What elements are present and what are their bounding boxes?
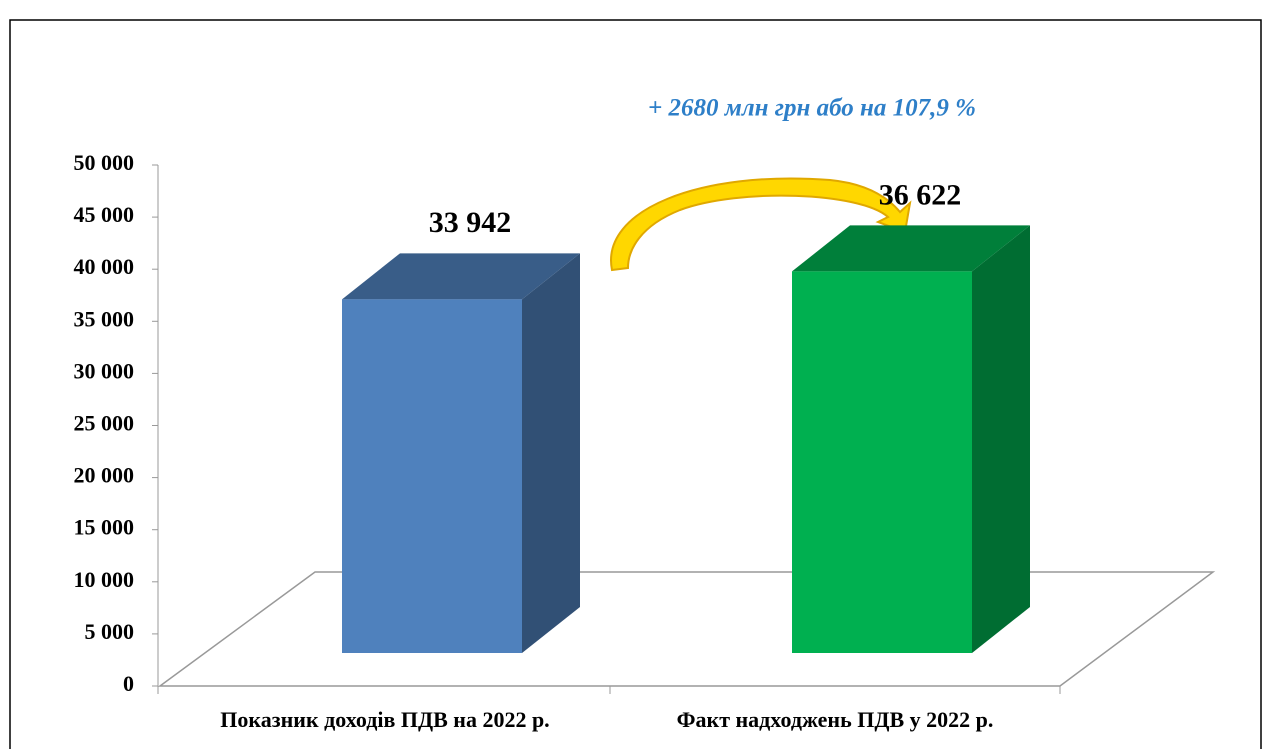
y-tick-label: 0 (123, 671, 134, 696)
floor (157, 571, 1216, 687)
y-tick-label: 50 000 (74, 150, 135, 175)
bar-top (792, 225, 1030, 272)
bar-side (972, 225, 1030, 654)
bar-top (342, 253, 580, 300)
y-tick-label: 30 000 (74, 358, 135, 383)
y-tick-label: 45 000 (74, 202, 135, 227)
y-tick-label: 25 000 (74, 411, 135, 436)
y-tick-label: 20 000 (74, 463, 135, 488)
growth-arrow (610, 177, 912, 272)
bar (342, 299, 522, 653)
y-tick-label: 5 000 (85, 619, 135, 644)
bar-side (522, 253, 580, 654)
frame (9, 19, 1262, 749)
bar (792, 271, 972, 653)
value-label: 33 942 (429, 206, 512, 239)
y-tick-label: 40 000 (74, 254, 135, 279)
x-tick-label: Показник доходів ПДВ на 2022 р. (220, 707, 549, 732)
value-label: 36 622 (879, 178, 962, 211)
y-tick-label: 15 000 (74, 515, 135, 540)
x-tick-label: Факт надходжень ПДВ у 2022 р. (677, 707, 994, 732)
y-tick-label: 10 000 (74, 567, 135, 592)
annotation: + 2680 млн грн або на 107,9 % (648, 95, 976, 122)
y-tick-label: 35 000 (74, 306, 135, 331)
